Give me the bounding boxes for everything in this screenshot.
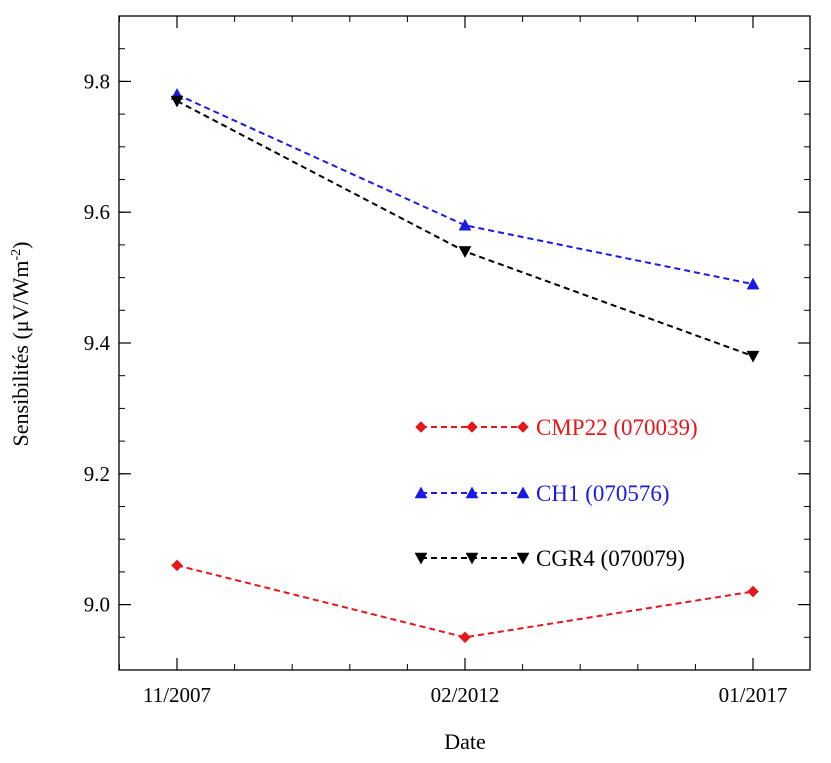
y-tick-label: 9.0 [84, 593, 110, 617]
legend-marker-cgr4 [516, 552, 530, 565]
data-point-ch1 [746, 277, 760, 290]
data-point-cgr4 [458, 246, 472, 258]
legend-marker-ch1 [414, 486, 428, 499]
x-tick-label: 02/2012 [431, 683, 500, 707]
data-point-cmp22 [171, 559, 183, 572]
y-tick-label: 9.6 [84, 200, 110, 224]
y-tick-label: 9.2 [84, 462, 110, 486]
series-line-ch1 [176, 93, 754, 286]
legend-marker-cmp22 [415, 421, 427, 433]
x-tick-labels: 11/2007 02/2012 01/2017 [143, 683, 787, 707]
data-point-ch1 [458, 218, 472, 231]
y-axis-title: Sensibilités (μV/Wm-2) [8, 242, 33, 447]
y-axis-title-main: Sensibilités (μV/Wm [8, 261, 33, 447]
x-tick-label: 11/2007 [143, 683, 211, 707]
legend-marker-cgr4 [414, 552, 428, 565]
x-axis-title: Date [444, 729, 486, 754]
series-markers [170, 87, 760, 644]
legend-marker-ch1 [516, 486, 530, 499]
data-point-cgr4 [746, 350, 760, 363]
legend: CMP22 (070039) CH1 (070576) CGR4 (070079) [414, 415, 698, 571]
major-ticks [119, 16, 810, 670]
y-tick-labels: 9.0 9.2 9.4 9.6 9.8 [84, 69, 111, 616]
legend-label-ch1: CH1 (070576) [536, 481, 670, 506]
y-tick-label: 9.4 [84, 331, 111, 355]
y-axis-title-superscript: -2 [9, 249, 24, 261]
plot-frame [118, 15, 811, 671]
series-line-cmp22 [176, 564, 754, 639]
y-axis-title-close: ) [8, 242, 33, 249]
y-tick-label: 9.8 [84, 69, 110, 93]
data-point-cgr4 [170, 95, 184, 108]
data-point-cmp22 [459, 631, 471, 644]
legend-label-cmp22: CMP22 (070039) [536, 415, 698, 440]
legend-marker-cgr4 [465, 552, 479, 565]
minor-ticks [118, 15, 810, 671]
legend-marker-cmp22 [517, 421, 529, 433]
legend-label-cgr4: CGR4 (070079) [536, 546, 685, 571]
legend-marker-cmp22 [466, 421, 478, 433]
x-tick-label: 01/2017 [719, 683, 788, 707]
data-point-cmp22 [747, 585, 759, 598]
legend-marker-ch1 [465, 486, 479, 499]
